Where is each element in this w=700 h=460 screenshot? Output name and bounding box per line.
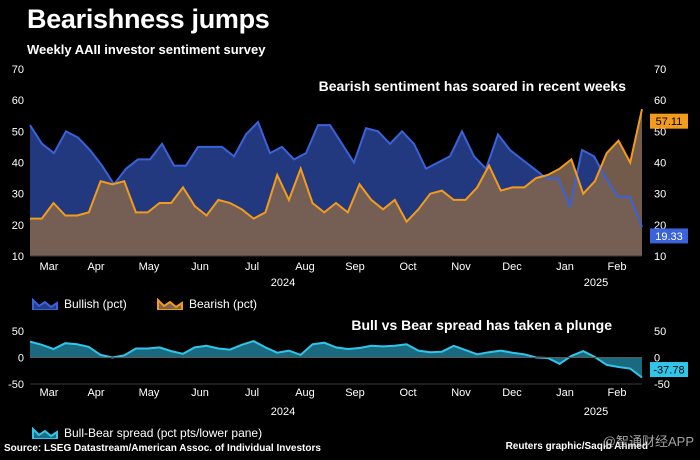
bearish-area — [30, 109, 642, 256]
top-y-tick-left: 50 — [12, 126, 24, 138]
bottom-x-tick-month: Sep — [345, 387, 365, 399]
top-x-tick-month: Nov — [451, 261, 471, 273]
bottom-x-tick-month: Aug — [295, 387, 315, 399]
top-y-tick-left: 40 — [12, 158, 24, 170]
legend-spread-swatch — [32, 426, 58, 440]
top-x-tick-month: May — [139, 261, 160, 273]
bullish-line — [29, 120, 643, 228]
bearish-line — [30, 108, 643, 224]
bottom-y-tick-right: 0 — [654, 353, 660, 365]
bottom-x-tick-year: 2024 — [271, 406, 295, 418]
legend-bullish-label: Bullish (pct) — [64, 297, 127, 311]
top-x-tick-year: 2025 — [584, 277, 608, 289]
legend-spread-label: Bull-Bear spread (pct pts/lower pane) — [64, 426, 263, 440]
bearish-last-value-bg — [650, 113, 688, 129]
bottom-x-tick-month: Jun — [191, 387, 209, 399]
top-x-tick-month: Aug — [295, 261, 315, 273]
legend-spread: Bull-Bear spread (pct pts/lower pane) — [32, 426, 262, 440]
legend-bearish-swatch — [157, 297, 183, 311]
legend-bullish: Bullish (pct) — [32, 297, 127, 311]
top-y-tick-right: 10 — [654, 251, 666, 263]
source-note: Source: LSEG Datastream/American Assoc. … — [4, 443, 321, 454]
top-y-tick-left: 70 — [12, 64, 24, 76]
top-y-tick-right: 40 — [654, 158, 666, 170]
page-title: Bearishness jumps — [27, 4, 270, 34]
spread-last-value: -37.78 — [653, 365, 684, 377]
top-x-tick-month: Feb — [608, 261, 627, 273]
top-x-tick-month: Jul — [245, 261, 259, 273]
bullish-last-value: 19.33 — [655, 231, 683, 243]
bottom-x-tick-year: 2025 — [584, 406, 608, 418]
top-x-tick-month: Dec — [502, 261, 522, 273]
top-x-tick-month: Apr — [87, 261, 104, 273]
top-x-tick-month: Oct — [399, 261, 416, 273]
legend-bearish: Bearish (pct) — [157, 297, 257, 311]
graphic-credit: Reuters graphic/Saqib Ahmed — [505, 441, 648, 452]
top-y-tick-left: 60 — [12, 95, 24, 107]
bottom-x-tick-month: Oct — [399, 387, 416, 399]
bottom-panel-title: Bull vs Bear spread has taken a plunge — [351, 317, 612, 333]
bottom-y-tick-left: -50 — [8, 379, 24, 391]
top-y-tick-left: 10 — [12, 251, 24, 263]
bottom-y-tick-left: 50 — [12, 326, 24, 338]
top-y-tick-right: 30 — [654, 189, 666, 201]
top-x-tick-year: 2024 — [271, 277, 295, 289]
top-x-tick-month: Jun — [191, 261, 209, 273]
watermark: @智通财经APP — [602, 434, 694, 449]
bottom-x-tick-month: Feb — [608, 387, 627, 399]
top-x-tick-month: Mar — [40, 261, 59, 273]
top-y-tick-right: 50 — [654, 126, 666, 138]
legend-bullish-swatch — [32, 297, 58, 311]
bottom-y-tick-right: -50 — [654, 379, 670, 391]
bottom-y-tick-left: 0 — [18, 353, 24, 365]
top-panel-title: Bearish sentiment has soared in recent w… — [319, 78, 627, 94]
bottom-x-tick-month: Jul — [245, 387, 259, 399]
bottom-x-tick-month: May — [139, 387, 160, 399]
bottom-x-tick-month: Mar — [40, 387, 59, 399]
spread-line — [29, 340, 643, 379]
top-y-tick-right: 70 — [654, 64, 666, 76]
top-y-tick-right: 60 — [654, 95, 666, 107]
bottom-x-tick-month: Nov — [451, 387, 471, 399]
legend-bearish-label: Bearish (pct) — [189, 297, 258, 311]
bottom-x-tick-month: Apr — [87, 387, 104, 399]
top-x-tick-month: Jan — [556, 261, 574, 273]
top-x-tick-month: Sep — [345, 261, 365, 273]
bearish-last-value: 57.11 — [656, 116, 683, 128]
bottom-y-tick-right: 50 — [654, 326, 666, 338]
top-y-tick-left: 30 — [12, 189, 24, 201]
bottom-x-tick-month: Dec — [502, 387, 522, 399]
bullish-last-value-bg — [650, 228, 688, 244]
bottom-x-tick-month: Jan — [556, 387, 574, 399]
spread-last-value-bg — [650, 362, 688, 378]
top-y-tick-left: 20 — [12, 220, 24, 232]
page-subtitle: Weekly AAII investor sentiment survey — [27, 42, 266, 57]
